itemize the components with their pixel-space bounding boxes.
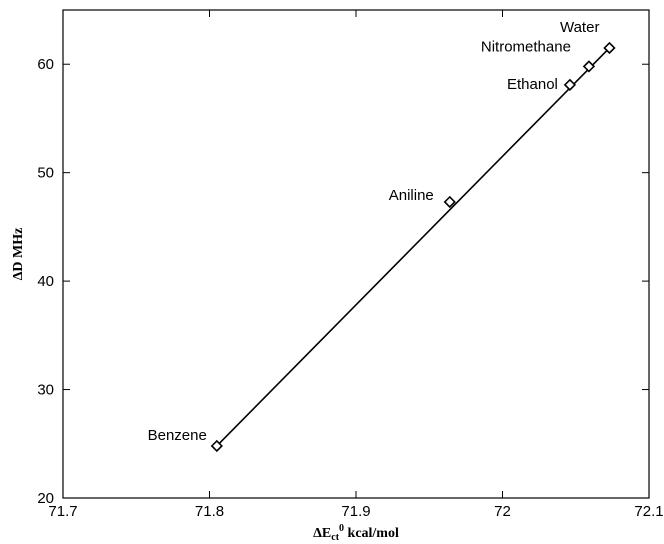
x-axis-title-superscript: 0 bbox=[339, 523, 344, 534]
x-tick-label: 71.8 bbox=[195, 503, 224, 520]
data-point-aniline bbox=[443, 195, 456, 209]
data-points: Benzene Aniline Ethanol Nitromethane Water bbox=[148, 19, 616, 453]
data-point-benzene bbox=[210, 439, 223, 453]
x-tick-label: 72.1 bbox=[634, 503, 663, 520]
y-axis-title: ΔD MHz bbox=[11, 228, 26, 281]
data-point-water bbox=[603, 41, 616, 55]
x-axis-title: ΔEct0 kcal/mol bbox=[313, 523, 399, 543]
point-label-nitromethane: Nitromethane bbox=[481, 38, 571, 55]
x-tick-label: 72 bbox=[494, 503, 511, 520]
point-label-aniline: Aniline bbox=[389, 187, 434, 204]
x-tick-label: 71.9 bbox=[341, 503, 370, 520]
fit-line bbox=[216, 47, 611, 447]
y-tick-label: 50 bbox=[37, 165, 54, 182]
y-tick-label: 60 bbox=[37, 56, 54, 73]
x-axis-title-subscript: ct bbox=[331, 532, 339, 543]
data-point-nitromethane bbox=[582, 60, 596, 73]
axis-ticks: 71.7 71.8 71.9 72 72.1 20 30 40 50 60 bbox=[37, 10, 664, 520]
point-label-water: Water bbox=[560, 19, 599, 36]
y-tick-label: 30 bbox=[37, 382, 54, 399]
data-point-ethanol bbox=[563, 78, 577, 91]
plot-frame bbox=[62, 9, 650, 499]
point-label-benzene: Benzene bbox=[148, 427, 207, 444]
x-tick-label: 71.7 bbox=[48, 503, 77, 520]
point-label-ethanol: Ethanol bbox=[507, 76, 558, 93]
y-tick-label: 20 bbox=[37, 490, 54, 507]
x-axis-title-units: kcal/mol bbox=[344, 526, 399, 541]
x-axis-title-main: ΔE bbox=[313, 526, 331, 541]
y-tick-label: 40 bbox=[37, 273, 54, 290]
